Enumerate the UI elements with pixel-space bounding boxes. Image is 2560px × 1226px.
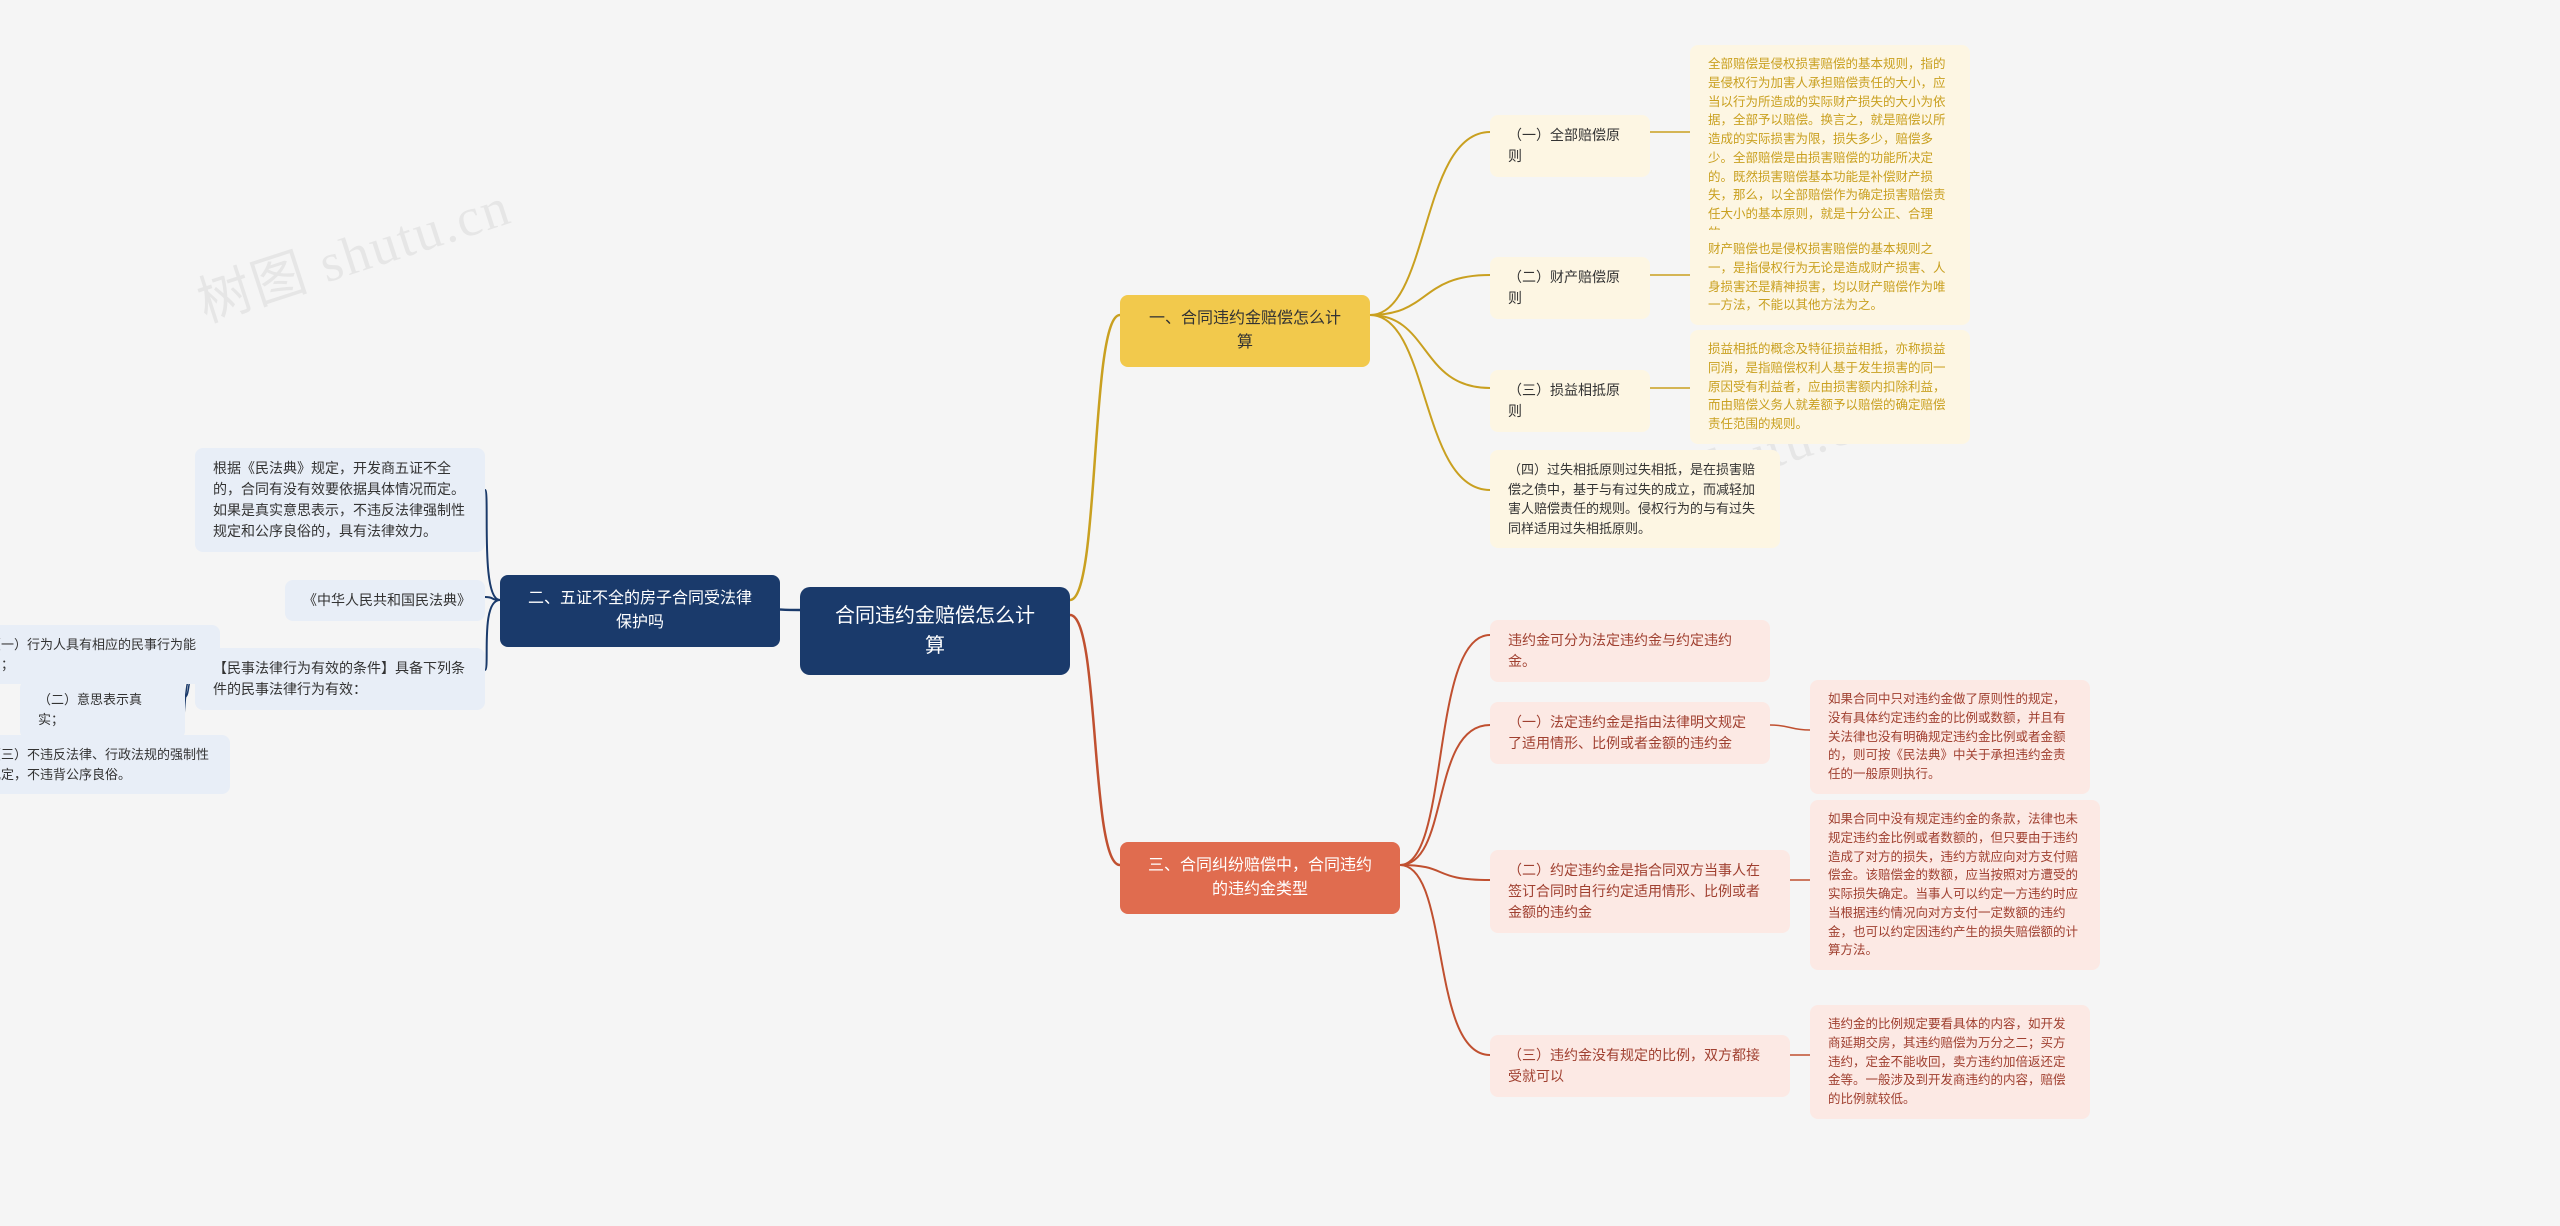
red-desc-2: 违约金的比例规定要看具体的内容，如开发商延期交房，其违约赔偿为万分之二；买方违约… xyxy=(1810,1005,2090,1119)
yellow-desc-0: 全部赔偿是侵权损害赔偿的基本规则，指的是侵权行为加害人承担赔偿责任的大小，应当以… xyxy=(1690,45,1970,253)
red-desc-0: 如果合同中只对违约金做了原则性的规定，没有具体约定违约金的比例或数额，并且有关法… xyxy=(1810,680,2090,794)
root-node[interactable]: 合同违约金赔偿怎么计算 xyxy=(800,587,1070,675)
red-desc-1: 如果合同中没有规定违约金的条款，法律也未规定违约金比例或者数额的，但只要由于违约… xyxy=(1810,800,2100,970)
left-child-2: 【民事法律行为有效的条件】具备下列条件的民事法律行为有效： xyxy=(195,648,485,710)
section-1[interactable]: 一、合同违约金赔偿怎么计算 xyxy=(1120,295,1370,367)
left-grandchild-0: （一）行为人具有相应的民事行为能力； xyxy=(0,625,220,684)
left-child-1: 《中华人民共和国民法典》 xyxy=(285,580,485,621)
yellow-label-1: （二）财产赔偿原则 xyxy=(1490,257,1650,319)
yellow-label-3: （四）过失相抵原则过失相抵，是在损害赔偿之债中，基于与有过失的成立，而减轻加害人… xyxy=(1490,450,1780,548)
red-label-2: （三）违约金没有规定的比例，双方都接受就可以 xyxy=(1490,1035,1790,1097)
section-2[interactable]: 二、五证不全的房子合同受法律保护吗 xyxy=(500,575,780,647)
left-child-0: 根据《民法典》规定，开发商五证不全的，合同有没有效要依据具体情况而定。如果是真实… xyxy=(195,448,485,552)
yellow-label-0: （一）全部赔偿原则 xyxy=(1490,115,1650,177)
watermark-1: 树图 shutu.cn xyxy=(186,162,520,338)
red-label-0: （一）法定违约金是指由法律明文规定了适用情形、比例或者金额的违约金 xyxy=(1490,702,1770,764)
left-grandchild-1: （二）意思表示真实； xyxy=(20,680,185,739)
yellow-desc-2: 损益相抵的概念及特征损益相抵，亦称损益同消，是指赔偿权利人基于发生损害的同一原因… xyxy=(1690,330,1970,444)
yellow-desc-1: 财产赔偿也是侵权损害赔偿的基本规则之一，是指侵权行为无论是造成财产损害、人身损害… xyxy=(1690,230,1970,325)
yellow-label-2: （三）损益相抵原则 xyxy=(1490,370,1650,432)
left-grandchild-2: （三）不违反法律、行政法规的强制性规定，不违背公序良俗。 xyxy=(0,735,230,794)
red-intro: 违约金可分为法定违约金与约定违约金。 xyxy=(1490,620,1770,682)
red-label-1: （二）约定违约金是指合同双方当事人在签订合同时自行约定适用情形、比例或者金额的违… xyxy=(1490,850,1790,933)
section-3[interactable]: 三、合同纠纷赔偿中，合同违约的违约金类型 xyxy=(1120,842,1400,914)
